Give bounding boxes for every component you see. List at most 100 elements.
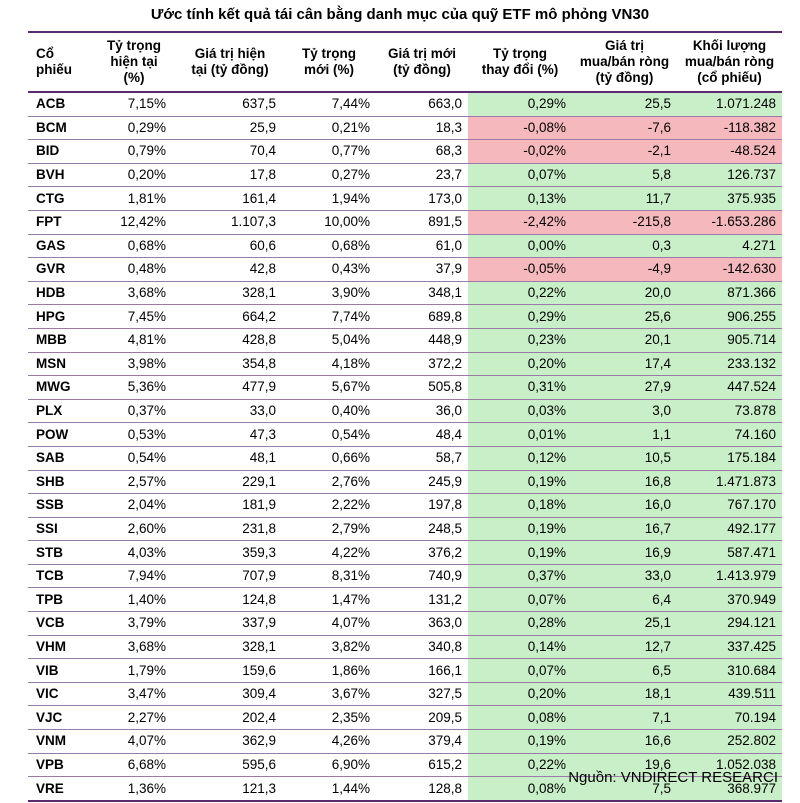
value-cell: 1.471.873 — [677, 470, 782, 495]
value-cell: 128,8 — [376, 776, 468, 802]
value-cell: 0,07% — [468, 658, 572, 683]
value-cell: 637,5 — [178, 92, 282, 117]
value-cell: 121,3 — [178, 776, 282, 802]
value-cell: -0,08% — [468, 116, 572, 141]
ticker-cell: GAS — [28, 234, 90, 259]
column-header-line: hiện tại — [110, 54, 158, 69]
value-cell: 4,07% — [90, 729, 178, 754]
value-cell: 0,29% — [468, 304, 572, 329]
value-cell: -48.524 — [677, 139, 782, 164]
value-cell: 60,6 — [178, 234, 282, 259]
column-header-4: Giá trị mới (tỷ đồng) — [376, 33, 468, 93]
value-cell: 17,8 — [178, 163, 282, 188]
value-cell: 0,48% — [90, 257, 178, 282]
value-cell: 664,2 — [178, 304, 282, 329]
value-cell: 368.977 — [677, 776, 782, 802]
ticker-cell: VHM — [28, 635, 90, 660]
value-cell: 7,15% — [90, 92, 178, 117]
value-cell: 363,0 — [376, 611, 468, 636]
table-row: MWG 5,36% 477,9 5,67% 505,8 0,31% 27,9 447.524 — [28, 375, 782, 400]
value-cell: 20,1 — [572, 328, 677, 353]
value-cell: 70.194 — [677, 705, 782, 731]
table-row: CTG 1,81% 161,4 1,94% 173,0 0,13% 11,7 375.935 — [28, 186, 782, 211]
value-cell: 48,1 — [178, 446, 282, 471]
value-cell: 8,31% — [282, 564, 376, 589]
value-cell: 23,7 — [376, 163, 468, 188]
value-cell: 5,67% — [282, 375, 376, 400]
ticker-cell: PLX — [28, 399, 90, 424]
ticker-cell: MSN — [28, 352, 90, 377]
value-cell: 0,01% — [468, 422, 572, 447]
value-cell: 310.684 — [677, 658, 782, 683]
value-cell: 25,1 — [572, 611, 677, 636]
table-row: TCB 7,94% 707,9 8,31% 740,9 0,37% 33,0 1.413.97… — [28, 564, 782, 589]
column-header-line: Tỷ trọng — [107, 38, 161, 53]
value-cell: 4.271 — [677, 234, 782, 259]
value-cell: 327,5 — [376, 682, 468, 707]
value-cell: 245,9 — [376, 470, 468, 495]
value-cell: 16,0 — [572, 493, 677, 518]
value-cell: 337.425 — [677, 635, 782, 660]
value-cell: 1.413.979 — [677, 564, 782, 589]
ticker-cell: FPT — [28, 210, 90, 235]
value-cell: 0,66% — [282, 446, 376, 471]
value-cell: 5,8 — [572, 163, 677, 188]
ticker-cell: MBB — [28, 328, 90, 353]
value-cell: 0,54% — [90, 446, 178, 471]
table-row: BCM 0,29% 25,9 0,21% 18,3 -0,08% -7,6 -118.382 — [28, 116, 782, 141]
ticker-cell: GVR — [28, 257, 90, 282]
value-cell: 10,5 — [572, 446, 677, 471]
table-row: VIB 1,79% 159,6 1,86% 166,1 0,07% 6,5 310.684 — [28, 658, 782, 683]
column-header-1: Tỷ trọng hiện tại (%) — [90, 33, 178, 93]
column-header-line: Cổ — [36, 46, 54, 61]
value-cell: 0,21% — [282, 116, 376, 141]
column-header-line: mới (%) — [303, 62, 355, 77]
column-header-line: mua/bán ròng — [684, 54, 775, 69]
table-row: SHB 2,57% 229,1 2,76% 245,9 0,19% 16,8 1.471.87… — [28, 470, 782, 495]
value-cell: 1,79% — [90, 658, 178, 683]
value-cell: 3,82% — [282, 635, 376, 660]
value-cell: 12,42% — [90, 210, 178, 235]
table-row: VHM 3,68% 328,1 3,82% 340,8 0,14% 12,7 337.425 — [28, 635, 782, 660]
column-header-line: thay đổi (%) — [481, 62, 559, 77]
rebalance-table: Cổ phiếu Tỷ trọng hiện tại (%) Giá trị hiện tạ… — [28, 33, 782, 802]
value-cell: 10,00% — [282, 210, 376, 235]
column-header-7: Khối lượng mua/bán ròng (cổ phiếu) — [677, 33, 782, 93]
ticker-cell: POW — [28, 422, 90, 447]
value-cell: 3,67% — [282, 682, 376, 707]
value-cell: 2,35% — [282, 705, 376, 731]
ticker-cell: HDB — [28, 281, 90, 306]
value-cell: 891,5 — [376, 210, 468, 235]
value-cell: 1,36% — [90, 776, 178, 802]
value-cell: 0,20% — [90, 163, 178, 188]
value-cell: 448,9 — [376, 328, 468, 353]
value-cell: 16,6 — [572, 729, 677, 754]
value-cell: 3,79% — [90, 611, 178, 636]
column-header-line: (tỷ đồng) — [595, 70, 654, 85]
value-cell: 1,44% — [282, 776, 376, 802]
value-cell: 615,2 — [376, 753, 468, 778]
value-cell: 2,27% — [90, 705, 178, 731]
column-header-6: Giá trị mua/bán ròng (tỷ đồng) — [572, 33, 677, 93]
value-cell: 0,37% — [468, 564, 572, 589]
value-cell: 4,22% — [282, 540, 376, 565]
value-cell: -0,05% — [468, 257, 572, 282]
value-cell: 740,9 — [376, 564, 468, 589]
value-cell: 70,4 — [178, 139, 282, 164]
value-cell: 0,19% — [468, 729, 572, 754]
value-cell: 131,2 — [376, 587, 468, 613]
ticker-cell: VRE — [28, 776, 90, 802]
column-header-line: Tỷ trọng — [493, 46, 547, 61]
value-cell: 68,3 — [376, 139, 468, 164]
table-row: MSN 3,98% 354,8 4,18% 372,2 0,20% 17,4 233.132 — [28, 352, 782, 377]
value-cell: 379,4 — [376, 729, 468, 754]
value-cell: 370.949 — [677, 587, 782, 613]
value-cell: 0,54% — [282, 422, 376, 447]
value-cell: 4,81% — [90, 328, 178, 353]
value-cell: 0,19% — [468, 470, 572, 495]
value-cell: 689,8 — [376, 304, 468, 329]
table-row: VNM 4,07% 362,9 4,26% 379,4 0,19% 16,6 252.802 — [28, 729, 782, 754]
ticker-cell: SHB — [28, 470, 90, 495]
value-cell: 2,76% — [282, 470, 376, 495]
ticker-cell: VJC — [28, 705, 90, 731]
